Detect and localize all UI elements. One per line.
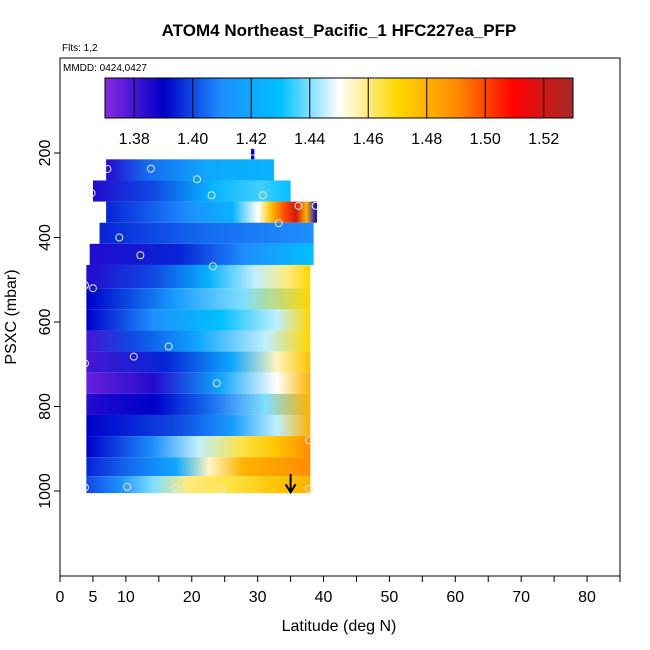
sample-marker [305, 436, 314, 445]
sample-marker [217, 485, 226, 494]
y-tick-label: 600 [37, 309, 54, 336]
colorbar-tick-label: 1.46 [353, 131, 384, 148]
heatmap-row [86, 264, 311, 289]
heatmap-row [99, 222, 314, 244]
sample-marker [164, 342, 173, 351]
heatmap-row [86, 457, 311, 477]
mmdd-note: MMDD: 0424,0427 [63, 63, 147, 74]
heatmap-row [106, 159, 275, 181]
sample-markers [81, 147, 320, 494]
colorbar-ticks: 1.38 1.40 1.42 1.44 1.46 1.48 1.50 1.52 [119, 78, 559, 148]
sample-marker [81, 281, 90, 290]
colorbar-tick-label: 1.44 [294, 131, 325, 148]
colorbar-tick-label: 1.42 [236, 131, 267, 148]
y-tick-label: 800 [37, 393, 54, 420]
heatmap-row [86, 288, 311, 310]
heatmap [86, 148, 317, 494]
x-tick-label: 60 [446, 589, 464, 606]
sample-marker [88, 284, 97, 293]
colorbar-tick-label: 1.40 [177, 131, 208, 148]
y-axis-label: PSXC (mbar) [3, 269, 20, 364]
colorbar-tick-label: 1.48 [411, 131, 442, 148]
sample-marker [81, 483, 90, 492]
x-axis-label: Latitude (deg N) [282, 618, 397, 635]
sample-marker [258, 191, 267, 200]
heatmap-row [251, 148, 255, 160]
sample-marker [115, 233, 124, 242]
x-tick-label: 5 [88, 589, 97, 606]
sample-marker [129, 352, 138, 361]
x-tick-label: 70 [512, 589, 530, 606]
flights-note: Flts: 1,2 [62, 43, 98, 54]
y-tick-label: 200 [37, 140, 54, 167]
colorbar [104, 77, 574, 119]
colorbar-gradient [104, 77, 574, 119]
plot-frame [59, 57, 621, 577]
x-tick-label: 80 [578, 589, 596, 606]
y-tick-label: 1000 [37, 473, 54, 509]
heatmap-row [86, 476, 311, 494]
sample-marker [207, 191, 216, 200]
sample-marker [146, 164, 155, 173]
chart-title: ATOM4 Northeast_Pacific_1 HFC227ea_PFP [162, 21, 517, 40]
colorbar-tick-label: 1.50 [470, 131, 501, 148]
heatmap-row [106, 201, 317, 223]
sample-marker [274, 219, 283, 228]
colorbar-tick-label: 1.52 [528, 131, 559, 148]
sample-marker [294, 201, 303, 210]
x-tick-label: 30 [249, 589, 267, 606]
heatmap-row [86, 372, 311, 394]
heatmap-row [86, 309, 311, 331]
x-tick-label: 50 [381, 589, 399, 606]
y-axis: 200 400 600 800 1000 [37, 140, 60, 509]
sample-marker [103, 165, 112, 174]
sample-marker [87, 189, 96, 198]
heatmap-row [86, 393, 311, 415]
heatmap-row [89, 243, 314, 265]
sample-marker [305, 484, 314, 493]
x-tick-label: 40 [315, 589, 333, 606]
latitude-marker-arrow [284, 474, 297, 495]
heatmap-row [86, 351, 311, 373]
heatmap-row [86, 330, 311, 352]
colorbar-tick-label: 1.38 [119, 131, 150, 148]
sample-marker [248, 147, 257, 156]
sample-marker [123, 482, 132, 491]
heatmap-row [86, 414, 311, 437]
heatmap-row [92, 180, 291, 202]
heatmap-row [86, 436, 311, 458]
sample-marker [212, 379, 221, 388]
sample-marker [81, 359, 90, 368]
sample-marker [171, 484, 180, 493]
y-tick-label: 400 [37, 224, 54, 251]
x-tick-label: 20 [183, 589, 201, 606]
x-tick-label: 10 [117, 589, 135, 606]
x-tick-label: 0 [56, 589, 65, 606]
sample-marker [208, 262, 217, 271]
sample-marker [311, 201, 320, 210]
sample-marker [136, 251, 145, 260]
arrow-head [284, 483, 297, 495]
sample-marker [193, 175, 202, 184]
x-axis: 0 5 10 20 30 40 50 60 70 80 [56, 576, 621, 606]
